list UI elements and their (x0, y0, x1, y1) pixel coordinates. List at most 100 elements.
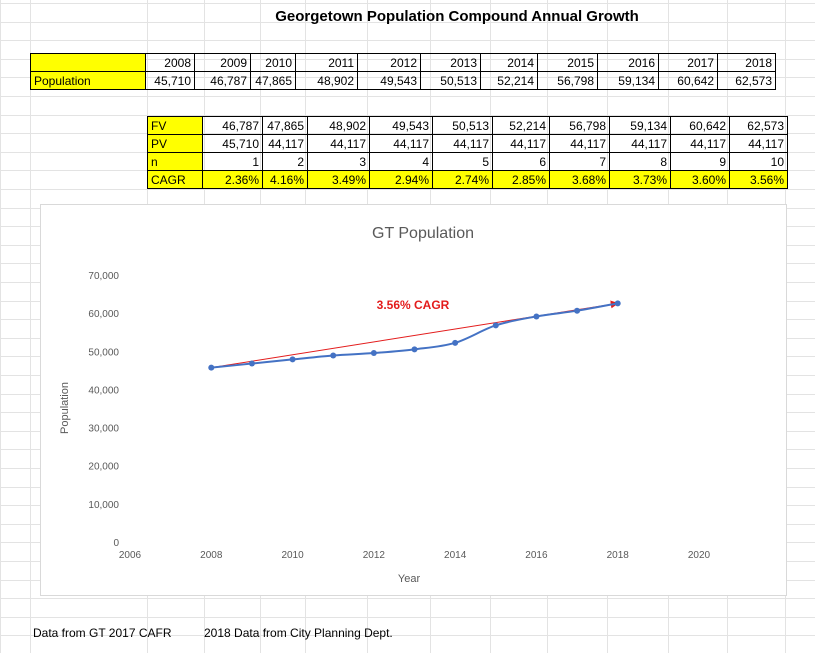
x-tick-label: 2008 (200, 550, 223, 561)
population-value-row: Population 45,710 46,787 47,865 48,902 49,54… (30, 71, 776, 90)
cagr-value-cell[interactable]: 47,865 (262, 116, 308, 135)
cagr-value-cell[interactable]: 2 (262, 152, 308, 171)
population-value-cell[interactable]: 47,865 (250, 71, 296, 90)
cagr-table: FV 46,787 47,865 48,902 49,543 50,513 52,214 56… (147, 116, 788, 189)
cagr-value-cell[interactable]: 3.73% (609, 170, 671, 189)
year-cell[interactable]: 2014 (480, 53, 538, 72)
population-value-cell[interactable]: 62,573 (717, 71, 776, 90)
x-axis-label: Year (398, 573, 421, 585)
cagr-value-cell[interactable]: 3.56% (729, 170, 788, 189)
population-value-cell[interactable]: 52,214 (480, 71, 538, 90)
y-tick-label: 40,000 (88, 385, 119, 396)
cagr-value-cell[interactable]: 44,117 (492, 134, 550, 153)
cagr-value-cell[interactable]: 2.74% (432, 170, 493, 189)
cagr-value-cell[interactable]: 44,117 (369, 134, 433, 153)
year-cell[interactable]: 2008 (145, 53, 195, 72)
cagr-row-label[interactable]: PV (147, 134, 203, 153)
cagr-value-cell[interactable]: 44,117 (307, 134, 370, 153)
year-cell[interactable]: 2016 (597, 53, 659, 72)
x-tick-label: 2016 (525, 550, 548, 561)
cagr-value-cell[interactable]: 44,117 (549, 134, 610, 153)
cagr-row-label[interactable]: CAGR (147, 170, 203, 189)
year-cell[interactable]: 2013 (420, 53, 481, 72)
population-data-point (370, 350, 377, 357)
population-data-point (411, 346, 418, 353)
cagr-value-cell[interactable]: 4 (369, 152, 433, 171)
population-value-cell[interactable]: 46,787 (194, 71, 251, 90)
cagr-value-cell[interactable]: 8 (609, 152, 671, 171)
population-value-cell[interactable]: 59,134 (597, 71, 659, 90)
population-data-point (574, 307, 581, 314)
population-value-cell[interactable]: 56,798 (537, 71, 598, 90)
cagr-value-cell[interactable]: 60,642 (670, 116, 730, 135)
y-axis-label: Population (59, 382, 71, 434)
cagr-value-cell[interactable]: 2.94% (369, 170, 433, 189)
population-chart[interactable]: GT Population Year Population 0 10,000 20,000… (40, 204, 787, 596)
y-tick-label: 0 (113, 538, 119, 549)
cagr-value-cell[interactable]: 44,117 (729, 134, 788, 153)
chart-title: GT Population (372, 225, 474, 242)
cagr-value-cell[interactable]: 3.49% (307, 170, 370, 189)
year-cell[interactable]: 2012 (357, 53, 421, 72)
cagr-row-pv: PV 45,710 44,117 44,117 44,117 44,117 44,117 44… (147, 134, 788, 153)
x-tick-label: 2010 (281, 550, 304, 561)
population-value-cell[interactable]: 48,902 (295, 71, 358, 90)
population-value-cell[interactable]: 49,543 (357, 71, 421, 90)
cagr-value-cell[interactable]: 9 (670, 152, 730, 171)
population-data-point (533, 313, 540, 320)
cagr-value-cell[interactable]: 3 (307, 152, 370, 171)
cagr-value-cell[interactable]: 44,117 (670, 134, 730, 153)
population-data-point (248, 360, 255, 367)
cagr-value-cell[interactable]: 62,573 (729, 116, 788, 135)
cagr-value-cell[interactable]: 4.16% (262, 170, 308, 189)
cagr-value-cell[interactable]: 6 (492, 152, 550, 171)
population-row-label[interactable]: Population (30, 71, 146, 90)
year-cell[interactable]: 2018 (717, 53, 776, 72)
cagr-row-n: n 1 2 3 4 5 6 7 8 9 10 (147, 152, 788, 171)
cagr-value-cell[interactable]: 56,798 (549, 116, 610, 135)
cagr-value-cell[interactable]: 2.36% (202, 170, 263, 189)
y-tick-label: 30,000 (88, 424, 119, 435)
cagr-row-fv: FV 46,787 47,865 48,902 49,543 50,513 52,214 56… (147, 116, 788, 135)
cagr-row-label[interactable]: FV (147, 116, 203, 135)
population-data-point (208, 364, 215, 371)
sheet-title: Georgetown Population Compound Annual Gr… (275, 8, 639, 25)
y-tick-label: 20,000 (88, 462, 119, 473)
cagr-row-cagr: CAGR 2.36% 4.16% 3.49% 2.94% 2.74% 2.85% 3.68% 3… (147, 170, 788, 189)
cagr-value-cell[interactable]: 44,117 (262, 134, 308, 153)
cagr-value-cell[interactable]: 5 (432, 152, 493, 171)
cagr-value-cell[interactable]: 44,117 (609, 134, 671, 153)
year-cell[interactable]: 2010 (250, 53, 296, 72)
cagr-value-cell[interactable]: 52,214 (492, 116, 550, 135)
population-value-cell[interactable]: 45,710 (145, 71, 195, 90)
cagr-value-cell[interactable]: 46,787 (202, 116, 263, 135)
x-tick-label: 2012 (363, 550, 386, 561)
population-label-spacer (30, 53, 146, 72)
cagr-value-cell[interactable]: 10 (729, 152, 788, 171)
cagr-value-cell[interactable]: 59,134 (609, 116, 671, 135)
cagr-value-cell[interactable]: 49,543 (369, 116, 433, 135)
cagr-value-cell[interactable]: 7 (549, 152, 610, 171)
cagr-value-cell[interactable]: 2.85% (492, 170, 550, 189)
year-cell[interactable]: 2017 (658, 53, 718, 72)
cagr-value-cell[interactable]: 3.68% (549, 170, 610, 189)
year-cell[interactable]: 2015 (537, 53, 598, 72)
cagr-value-cell[interactable]: 1 (202, 152, 263, 171)
population-value-cell[interactable]: 60,642 (658, 71, 718, 90)
cagr-value-cell[interactable]: 50,513 (432, 116, 493, 135)
population-value-cell[interactable]: 50,513 (420, 71, 481, 90)
year-cell[interactable]: 2009 (194, 53, 251, 72)
population-data-point (289, 356, 296, 363)
cagr-row-label[interactable]: n (147, 152, 203, 171)
y-tick-label: 70,000 (88, 271, 119, 282)
x-tick-label: 2018 (607, 550, 630, 561)
population-data-point (330, 352, 337, 359)
year-cell[interactable]: 2011 (295, 53, 358, 72)
cagr-value-cell[interactable]: 48,902 (307, 116, 370, 135)
x-tick-label: 2006 (119, 550, 142, 561)
chart-canvas: GT Population Year Population 0 10,000 20,000… (59, 225, 711, 585)
y-tick-label: 50,000 (88, 347, 119, 358)
cagr-value-cell[interactable]: 45,710 (202, 134, 263, 153)
cagr-value-cell[interactable]: 3.60% (670, 170, 730, 189)
cagr-value-cell[interactable]: 44,117 (432, 134, 493, 153)
